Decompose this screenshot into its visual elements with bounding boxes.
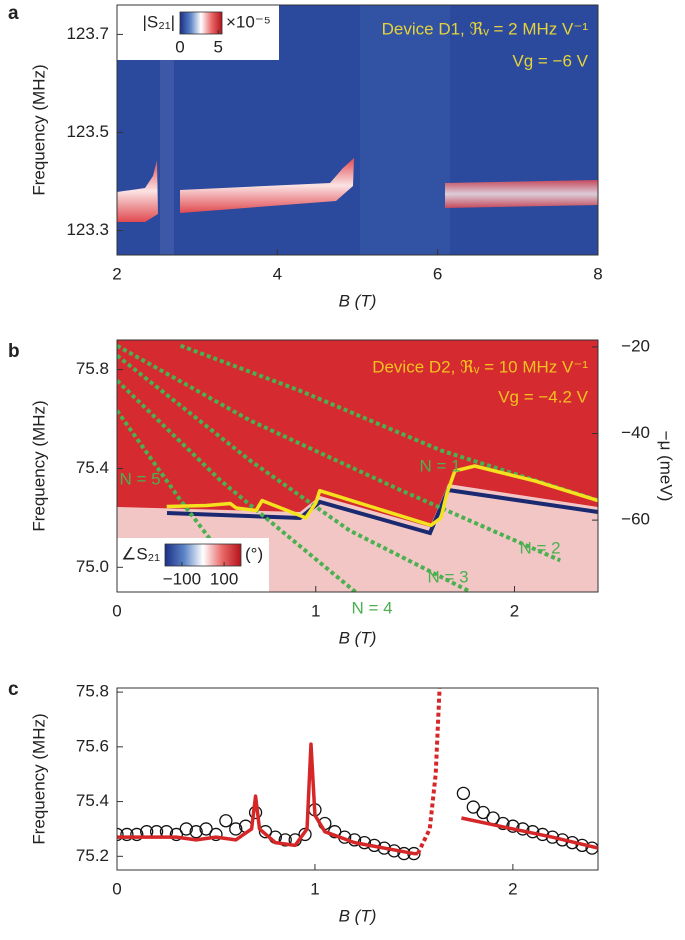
curve bbox=[166, 464, 598, 528]
data-point bbox=[278, 833, 292, 847]
series-label: N = 3 bbox=[427, 567, 468, 586]
y-tick-label: 123.7 bbox=[66, 24, 109, 43]
panel-letter: b bbox=[8, 341, 20, 362]
y-tick-label: 75.4 bbox=[76, 791, 109, 810]
annotation: Vg = −6 V bbox=[512, 51, 588, 70]
y-tick-label: 75.6 bbox=[76, 736, 109, 755]
y-axis-label: Frequency (MHz) bbox=[29, 64, 48, 195]
data-point bbox=[258, 825, 273, 839]
data-point bbox=[209, 827, 223, 842]
series-label: N = 5 bbox=[119, 469, 160, 488]
curve bbox=[416, 688, 442, 855]
y-tick-label: 75.4 bbox=[76, 458, 109, 477]
plot-frame bbox=[116, 339, 599, 593]
colorbar-label: ∠S₂₁ bbox=[121, 544, 160, 563]
y-tick-label: 75.8 bbox=[76, 359, 109, 378]
x-tick-label: 2 bbox=[510, 601, 519, 620]
colorbar-tick-label: −100 bbox=[163, 569, 201, 588]
x-axis-label: B (T) bbox=[339, 628, 377, 647]
curve bbox=[117, 353, 472, 592]
colorbar bbox=[164, 543, 242, 567]
heatmap-a bbox=[117, 5, 598, 255]
data-point bbox=[298, 827, 312, 842]
data-point bbox=[456, 786, 471, 801]
annotation: Device D2, ℜᵥ = 10 MHz V⁻¹ bbox=[372, 357, 588, 376]
data-point bbox=[585, 841, 598, 855]
y-tick-label: 75.8 bbox=[76, 682, 109, 701]
x-tick-label: 2 bbox=[112, 264, 121, 283]
curve bbox=[117, 742, 418, 856]
data-point bbox=[117, 827, 124, 842]
data-point bbox=[199, 822, 213, 836]
series-label: N = 4 bbox=[351, 598, 392, 617]
y-tick-label: 75.0 bbox=[76, 557, 109, 576]
x-tick-label: 8 bbox=[593, 264, 602, 283]
y2-axis-label: −μ (meV) bbox=[657, 431, 676, 502]
curve bbox=[117, 343, 562, 563]
x-tick-label: 1 bbox=[310, 879, 319, 898]
colorbar-tick-label: 100 bbox=[210, 569, 238, 588]
data-point bbox=[179, 822, 193, 836]
y2-tick-label: −20 bbox=[621, 336, 650, 355]
colorbar-label: |S₂₁| bbox=[142, 12, 175, 31]
annotation: Device D1, ℜᵥ = 2 MHz V⁻¹ bbox=[382, 19, 589, 38]
colorbar-unit: (°) bbox=[245, 544, 263, 563]
y-axis-label: Frequency (MHz) bbox=[29, 713, 48, 844]
data-point bbox=[496, 816, 510, 831]
y2-tick-label: −60 bbox=[621, 510, 650, 529]
data-point bbox=[130, 827, 144, 842]
x-tick-label: 4 bbox=[273, 264, 282, 283]
curve bbox=[117, 409, 252, 592]
y2-tick-label: −40 bbox=[621, 423, 650, 442]
data-point bbox=[466, 800, 480, 814]
plot-marks bbox=[117, 343, 598, 592]
colorbar-tick-label: 0 bbox=[175, 37, 184, 56]
y-tick-label: 123.5 bbox=[66, 122, 109, 141]
colorbar-tick-label: 5 bbox=[213, 37, 222, 56]
plot-marks bbox=[117, 688, 598, 861]
curve bbox=[117, 379, 357, 592]
x-tick-label: 0 bbox=[112, 601, 121, 620]
curve bbox=[179, 343, 598, 503]
data-point bbox=[229, 822, 243, 836]
data-point bbox=[189, 825, 203, 839]
y-tick-label: 123.3 bbox=[66, 220, 109, 239]
colorbar bbox=[179, 11, 223, 35]
data-point bbox=[120, 827, 134, 842]
plot-frame bbox=[116, 4, 599, 256]
data-point bbox=[476, 805, 490, 820]
series-label: N = 1 bbox=[419, 456, 460, 475]
x-tick-label: 6 bbox=[433, 264, 442, 283]
x-tick-label: 2 bbox=[508, 879, 517, 898]
series-label: N = 2 bbox=[519, 538, 560, 557]
y-axis-label: Frequency (MHz) bbox=[29, 400, 48, 531]
y-tick-label: 75.2 bbox=[76, 846, 109, 865]
x-axis-label: B (T) bbox=[339, 291, 377, 310]
curve bbox=[461, 816, 598, 850]
x-axis-label: B (T) bbox=[339, 906, 377, 925]
x-tick-label: 0 bbox=[112, 879, 121, 898]
x-tick-label: 1 bbox=[311, 601, 320, 620]
colorbar-unit: ×10⁻⁵ bbox=[226, 12, 271, 31]
panel-letter: c bbox=[8, 679, 19, 700]
data-point bbox=[219, 814, 233, 828]
panel-letter: a bbox=[8, 3, 19, 24]
data-point bbox=[169, 827, 184, 842]
plot-frame bbox=[116, 687, 599, 871]
annotation: Vg = −4.2 V bbox=[498, 387, 588, 406]
